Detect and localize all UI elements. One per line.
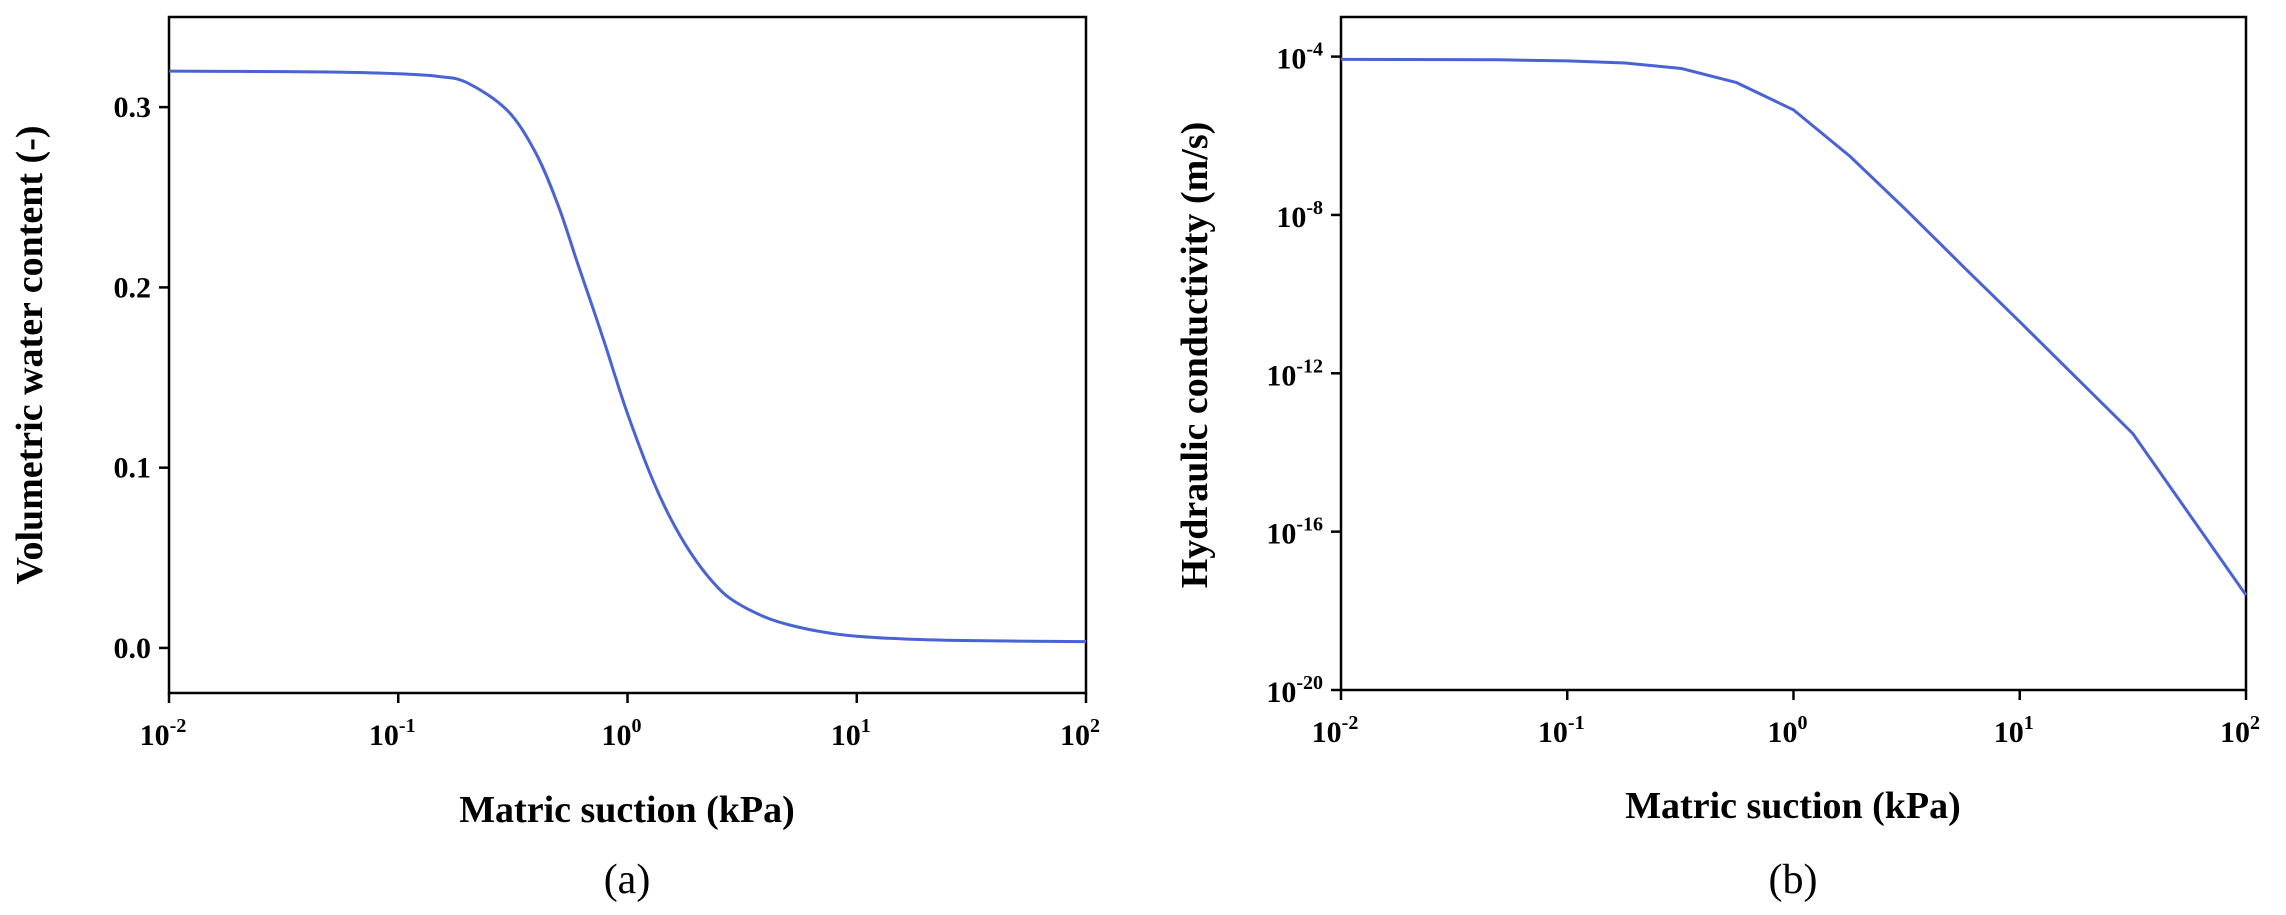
y-tick-label: 0.3	[114, 91, 152, 124]
x-tick-label: 101	[1994, 712, 2034, 749]
y-tick-label: 0.0	[114, 632, 152, 665]
panel-label-a: (a)	[604, 857, 651, 903]
y-tick-label: 10-16	[1266, 514, 1323, 551]
x-ticks-b: 10-2 10-1 100 101 102	[1312, 690, 2260, 749]
hydraulic-conductivity-curve	[1340, 57, 2248, 596]
x-ticks-a: 10-2 10-1 100 101 102	[140, 693, 1100, 752]
plot-frame-a	[167, 15, 1088, 695]
x-tick-label: 100	[1768, 712, 1808, 749]
water-retention-curve	[168, 69, 1087, 644]
y-ticks-a: 0.0 0.1 0.2 0.3	[114, 91, 169, 665]
y-tick-label: 0.1	[114, 452, 152, 485]
x-tick-label: 10-2	[140, 715, 187, 752]
y-tick-label: 10-12	[1266, 355, 1323, 392]
x-tick-label: 101	[831, 715, 871, 752]
y-tick-label: 0.2	[114, 271, 152, 304]
panel-label-b: (b)	[1769, 857, 1818, 903]
y-axis-title-b: Hydraulic conductivity (m/s)	[1174, 122, 1216, 589]
x-tick-label: 102	[2220, 712, 2260, 749]
y-tick-label: 10-4	[1276, 39, 1323, 76]
x-tick-label: 102	[1060, 715, 1100, 752]
x-axis-title-a: Matric suction (kPa)	[459, 789, 795, 831]
plot-frame-b	[1339, 15, 2248, 692]
x-tick-label: 10-1	[369, 715, 416, 752]
panel-a: 10-2 10-1 100 101 102 0.0 0.1 0.2 0.3 Matric su…	[9, 15, 1100, 903]
x-tick-label: 100	[602, 715, 642, 752]
panel-b: 10-2 10-1 100 101 102 10-2010-1610-1210-810-…	[1174, 15, 2260, 903]
y-ticks-b: 10-20 10-16 10-12 10-8 10-4	[1266, 39, 1341, 709]
x-tick-label: 10-2	[1312, 712, 1359, 749]
x-tick-label: 10-1	[1538, 712, 1585, 749]
y-tick-label: 10-20	[1266, 672, 1323, 709]
y-axis-title-a: Volumetric water content (-)	[9, 125, 51, 584]
x-axis-title-b: Matric suction (kPa)	[1625, 785, 1961, 827]
y-tick-label: 10-8	[1276, 197, 1323, 234]
